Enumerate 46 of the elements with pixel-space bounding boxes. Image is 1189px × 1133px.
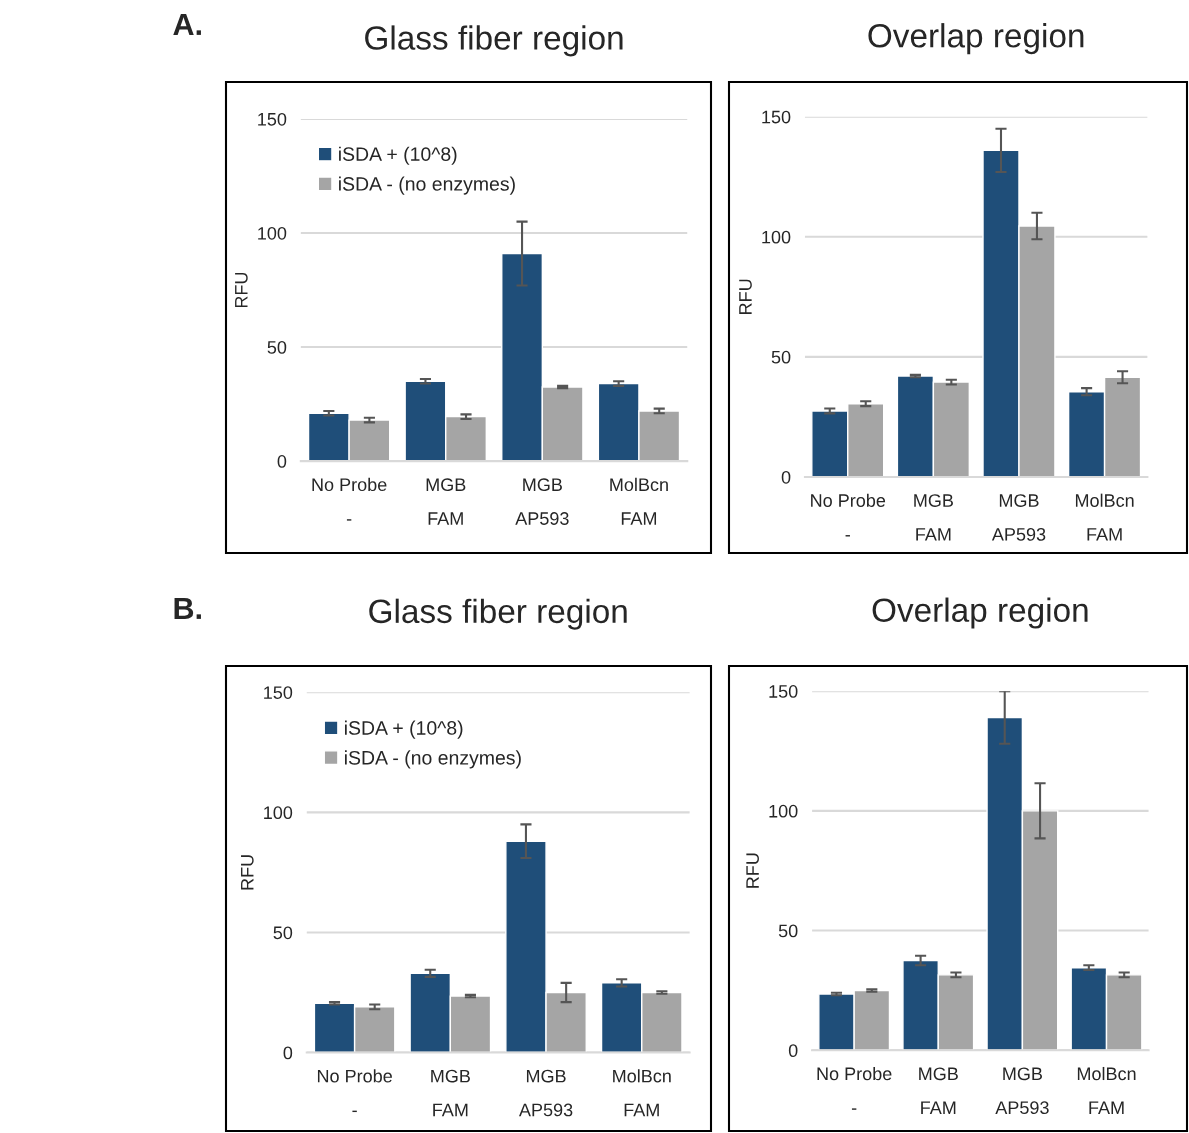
y-tick-label: 100 <box>762 230 791 244</box>
y-axis-title: RFU <box>241 855 254 890</box>
y-tick-label: 100 <box>264 806 293 820</box>
x-tick-label: MolBcn FAM <box>1075 493 1134 541</box>
x-tick-label: MGB FAM <box>919 1067 958 1114</box>
chart-title: Overlap region <box>872 597 1088 629</box>
y-tick-label: 150 <box>264 686 293 699</box>
x-tick-label: MGB AP593 <box>518 1069 573 1117</box>
chart-title: Overlap region <box>868 23 1084 55</box>
y-tick-label: 50 <box>273 926 293 940</box>
y-tick-label: 150 <box>762 110 791 124</box>
category-label: No Probe - <box>317 1069 392 1113</box>
legend-label: iSDA + (10^8) <box>339 146 457 165</box>
x-tick-label: MolBcn FAM <box>1077 1066 1136 1114</box>
y-axis-title: RFU <box>739 279 752 314</box>
category-label: No Probe - <box>312 477 387 521</box>
chart-title: Glass fiber region <box>365 25 623 57</box>
y-tick-label: 0 <box>781 470 791 484</box>
category-label: No Probe - <box>817 1066 892 1110</box>
text: A. <box>173 13 201 35</box>
x-tick-label: MGB FAM <box>426 478 466 525</box>
x-tick-label: MGB AP593 <box>991 494 1046 541</box>
y-tick-label: 0 <box>788 1044 798 1058</box>
x-tick-label: MGB AP593 <box>995 1067 1049 1115</box>
y-tick-label: 150 <box>769 685 798 698</box>
y-tick-label: 150 <box>258 112 287 126</box>
text: B. <box>174 597 201 619</box>
y-tick-label: 0 <box>277 455 287 468</box>
y-tick-label: 0 <box>283 1046 293 1060</box>
category-label: No Probe - <box>811 493 886 537</box>
x-tick-label: MGB FAM <box>431 1069 470 1117</box>
legend-label: iSDA + (10^8) <box>345 720 463 739</box>
x-tick-label: MolBcn FAM <box>613 1069 671 1117</box>
x-tick-label: MGB AP593 <box>515 478 569 525</box>
y-tick-label: 100 <box>769 804 798 818</box>
y-tick-label: 50 <box>267 341 287 354</box>
y-tick-label: 50 <box>778 924 798 938</box>
y-tick-label: 50 <box>771 350 791 364</box>
chart-title: Glass fiber region <box>369 598 627 630</box>
y-axis-title: RFU <box>235 272 248 308</box>
y-axis-title: RFU <box>746 853 759 888</box>
legend-label: iSDA - (no enzymes) <box>339 176 515 195</box>
x-tick-label: MGB FAM <box>914 494 953 541</box>
legend-label: iSDA - (no enzymes) <box>345 750 521 769</box>
x-tick-label: MolBcn FAM <box>610 477 668 525</box>
y-tick-label: 100 <box>258 226 287 240</box>
